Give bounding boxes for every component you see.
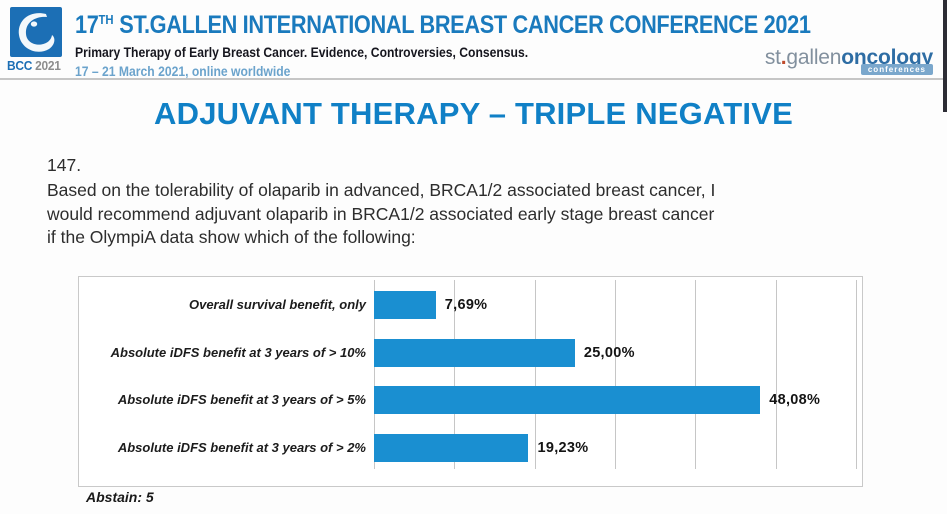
- gridline: [374, 280, 375, 469]
- abstain-note: Abstain: 5: [86, 489, 154, 505]
- value-label: 19,23%: [537, 440, 589, 457]
- bcc-logo-text: BCC: [7, 58, 33, 73]
- chart-row: Absolute iDFS benefit at 3 years of > 10…: [79, 338, 862, 367]
- question-line: would recommend adjuvant olaparib in BRC…: [47, 203, 715, 224]
- question-line: if the OlympiA data show which of the fo…: [47, 227, 416, 248]
- bar-chart: Overall survival benefit, only 7,69% Absol…: [78, 276, 863, 487]
- chart-row: Overall survival benefit, only 7,69%: [79, 291, 862, 319]
- bcc-drop-icon: [18, 13, 55, 52]
- stgallen-oncology-logo: st.gallenoncology: [765, 46, 933, 70]
- conference-subtitle: Primary Therapy of Early Breast Cancer. …: [75, 45, 529, 60]
- chart-row: Absolute iDFS benefit at 3 years of > 2%…: [79, 434, 862, 463]
- question-line: Based on the tolerability of olaparib in…: [47, 180, 716, 200]
- value-label: 48,08%: [769, 392, 821, 409]
- category-label: Absolute iDFS benefit at 3 years of > 2%: [117, 440, 366, 456]
- category-label: Absolute iDFS benefit at 3 years of > 10…: [110, 344, 366, 360]
- gridline: [534, 280, 536, 469]
- bcc-logo-caption: BCC 2021: [7, 58, 62, 73]
- brand-gallen: gallen: [786, 46, 842, 69]
- brand-st: st: [764, 46, 781, 69]
- bcc-logo: [10, 7, 62, 57]
- bar: [374, 338, 575, 367]
- bar: [374, 434, 529, 463]
- gridline: [775, 280, 777, 469]
- brand-red-dot: .: [780, 46, 787, 69]
- header-divider: [0, 78, 947, 80]
- gridline: [856, 280, 857, 469]
- bar: [374, 291, 436, 319]
- conference-title-number: 17: [75, 11, 99, 39]
- gridline: [695, 280, 697, 469]
- conference-title: 17TH ST.GALLEN INTERNATIONAL BREAST CANC…: [75, 5, 811, 40]
- conference-title-text: ST.GALLEN INTERNATIONAL BREAST CANCER CO…: [113, 11, 811, 39]
- category-label: Overall survival benefit, only: [188, 297, 366, 312]
- chart-row: Absolute iDFS benefit at 3 years of > 5%…: [79, 386, 862, 415]
- value-label: 25,00%: [583, 344, 635, 361]
- bcc-logo-year: 2021: [35, 58, 61, 73]
- conference-dates: 17 – 21 March 2021, online worldwide: [75, 64, 291, 79]
- page-title: ADJUVANT THERAPY – TRIPLE NEGATIVE: [154, 96, 793, 131]
- question-text: Based on the tolerability of olaparib in…: [47, 179, 715, 250]
- bar: [374, 386, 761, 415]
- gridline: [615, 280, 616, 469]
- conference-header: 17TH ST.GALLEN INTERNATIONAL BREAST CANC…: [75, 5, 921, 80]
- conference-title-ordinal: TH: [98, 12, 114, 27]
- value-label: 7,69%: [444, 297, 488, 313]
- question-number: 147.: [47, 155, 82, 175]
- category-label: Absolute iDFS benefit at 3 years of > 5%: [117, 392, 366, 408]
- brand-conferences-chip: conferences: [860, 64, 933, 75]
- brand-oncology: oncology: [841, 46, 933, 69]
- video-edge-strip: [943, 0, 947, 112]
- gridline: [454, 280, 456, 469]
